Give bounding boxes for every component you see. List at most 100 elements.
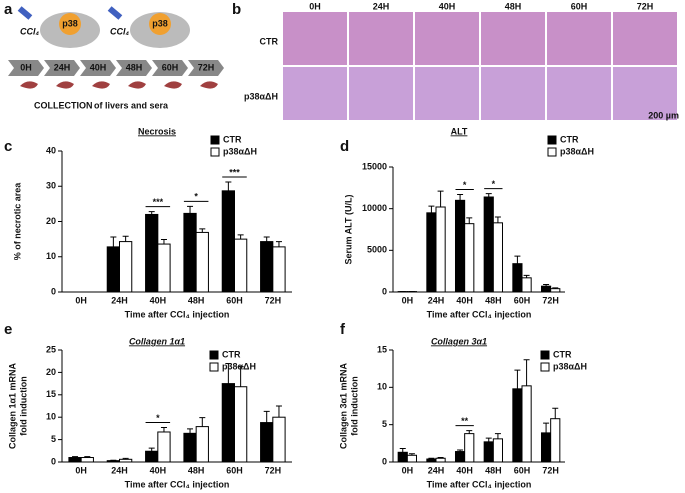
x-axis-label: Time after CCl₄ injection: [427, 309, 532, 319]
x-tick-label: 48H: [188, 465, 205, 475]
y-tick-label: 0: [51, 456, 56, 466]
bar: [454, 451, 466, 463]
bar: [521, 385, 532, 463]
bar: [483, 196, 494, 293]
liver-icon: [128, 81, 146, 89]
bar: [234, 238, 248, 293]
y-tick-label: 30: [46, 181, 56, 191]
x-tick-label: 72H: [265, 465, 282, 475]
x-tick-label: 40H: [456, 465, 473, 475]
y-tick-label: 10: [46, 412, 56, 422]
legend-label: CTR: [222, 349, 241, 359]
bar: [260, 422, 274, 463]
bar: [483, 441, 494, 463]
panel-letter: d: [340, 138, 349, 155]
error-bar: [110, 236, 117, 247]
error-bar: [148, 447, 155, 452]
bar: [221, 383, 236, 463]
error-bar: [466, 217, 473, 224]
legend-swatch: [209, 362, 219, 372]
x-tick-label: 24H: [428, 295, 445, 305]
bar: [106, 460, 120, 463]
y-tick-label: 20: [46, 216, 56, 226]
timeline-label: 48H: [126, 62, 143, 72]
error-bar: [485, 193, 492, 197]
bar: [512, 263, 523, 293]
bar: [119, 241, 133, 293]
bar: [195, 231, 209, 293]
error-bar: [543, 422, 550, 433]
histology-image: [283, 12, 347, 65]
legend-swatch: [547, 135, 557, 145]
y-tick-label: 5: [382, 419, 387, 429]
error-bar: [437, 190, 444, 207]
histology-image: [415, 12, 479, 65]
timeline-label: 24H: [54, 62, 71, 72]
bar: [145, 213, 159, 293]
x-tick-label: 60H: [514, 295, 531, 305]
y-tick-label: 20: [46, 367, 56, 377]
y-tick-label: 0: [382, 286, 387, 296]
bar: [195, 426, 209, 463]
y-tick-label: 0: [51, 286, 56, 296]
y-axis-label: Serum ALT (U/L): [343, 195, 353, 265]
legend-label: p38αΔH: [222, 361, 256, 371]
histology-image: [415, 67, 479, 120]
timeline-step: [116, 60, 152, 76]
histology-image: [481, 67, 545, 120]
legend-swatch: [547, 147, 557, 157]
significance-label: ***: [229, 167, 240, 177]
y-tick-label: 15: [377, 344, 387, 354]
y-tick-label: 40: [46, 145, 56, 155]
significance-label: *: [156, 413, 160, 423]
y-tick-label: 10: [377, 382, 387, 392]
legend-label: CTR: [553, 349, 572, 359]
error-bar: [514, 369, 521, 389]
error-bar: [457, 449, 464, 452]
injection-label: CCl₄: [110, 26, 129, 36]
bar: [550, 288, 561, 293]
bar: [272, 416, 286, 463]
panel-letter: b: [232, 1, 241, 18]
timeline-label: 72H: [198, 62, 215, 72]
mouse-organ: [149, 13, 171, 35]
error-bar: [160, 427, 167, 432]
error-bar: [523, 274, 530, 278]
panel-letter: e: [4, 321, 12, 338]
y-tick-label: 5000: [367, 245, 387, 255]
liver-icon: [164, 81, 182, 89]
bar: [80, 457, 94, 463]
bar: [68, 457, 82, 463]
mouse-label: p38: [152, 18, 168, 28]
x-tick-label: 40H: [150, 295, 167, 305]
error-bar: [543, 284, 550, 287]
error-bar: [225, 362, 232, 384]
chart-title: Collagen 1α1: [129, 336, 185, 346]
error-bar: [494, 216, 501, 223]
error-bar: [199, 228, 206, 233]
error-bar: [408, 453, 415, 456]
timeline-step: [152, 60, 188, 76]
histology-image: [613, 67, 677, 120]
error-bar: [160, 238, 167, 245]
panel-letter: a: [4, 1, 13, 18]
bar: [464, 433, 475, 463]
x-tick-label: 0H: [402, 465, 414, 475]
error-bar: [466, 430, 473, 434]
error-bar: [494, 433, 501, 439]
mouse-label: p38: [62, 18, 78, 28]
error-bar: [399, 448, 406, 453]
y-tick-label: 25: [46, 344, 56, 354]
error-bar: [237, 366, 244, 387]
error-bar: [275, 405, 282, 418]
row-label: CTR: [260, 36, 279, 46]
bar: [260, 241, 274, 293]
histology-image: [283, 67, 347, 120]
bar: [464, 223, 475, 293]
histology-image: [481, 12, 545, 65]
error-bar: [72, 456, 79, 458]
y-tick-label: 0: [382, 456, 387, 466]
column-label: 60H: [571, 1, 588, 11]
bar: [157, 431, 171, 463]
